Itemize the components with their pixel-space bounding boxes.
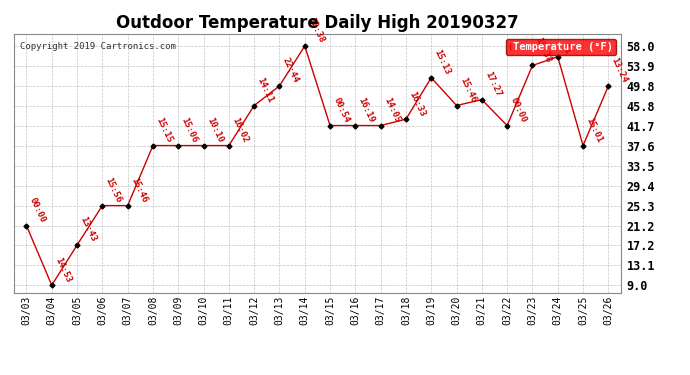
Text: 16:02: 16:02	[230, 116, 250, 144]
Text: Copyright 2019 Cartronics.com: Copyright 2019 Cartronics.com	[20, 42, 176, 51]
Text: 15:15: 15:15	[155, 116, 174, 144]
Text: 15:46: 15:46	[458, 76, 477, 104]
Text: 12:38: 12:38	[306, 16, 326, 45]
Text: 16:33: 16:33	[407, 90, 426, 118]
Text: 14:11: 14:11	[255, 76, 275, 104]
Text: 00:00: 00:00	[28, 196, 47, 224]
Text: 00:54: 00:54	[331, 96, 351, 124]
Text: 22:44: 22:44	[281, 56, 300, 84]
Text: 16:19: 16:19	[357, 96, 376, 124]
Text: 15:38: 15:38	[534, 36, 553, 64]
Text: 15:01: 15:01	[584, 116, 604, 144]
Text: 13:24: 13:24	[610, 56, 629, 84]
Text: 13:43: 13:43	[79, 216, 98, 244]
Text: 15:46: 15:46	[129, 176, 148, 204]
Title: Outdoor Temperature Daily High 20190327: Outdoor Temperature Daily High 20190327	[116, 14, 519, 32]
Text: 11: 11	[559, 42, 572, 55]
Text: 17:27: 17:27	[483, 70, 502, 98]
Text: 15:13: 15:13	[433, 48, 452, 76]
Text: 15:06: 15:06	[179, 116, 199, 144]
Text: 15:56: 15:56	[104, 176, 123, 204]
Legend: Temperature (°F): Temperature (°F)	[506, 39, 615, 55]
Text: 00:00: 00:00	[509, 96, 528, 124]
Text: 14:53: 14:53	[53, 255, 72, 284]
Text: 14:05: 14:05	[382, 96, 402, 124]
Text: 10:10: 10:10	[205, 116, 224, 144]
